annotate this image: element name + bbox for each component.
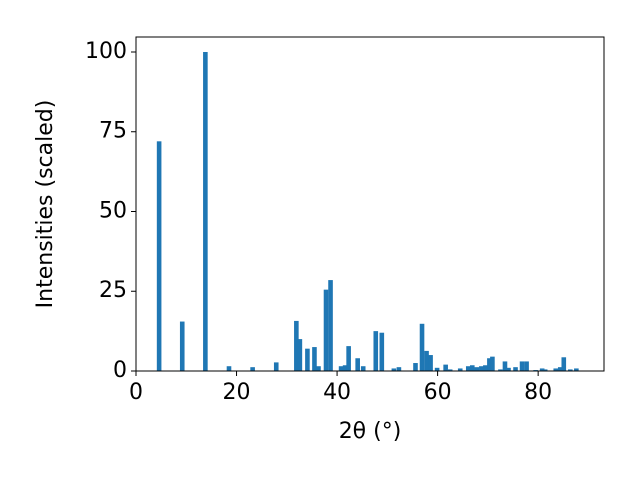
- bar: [561, 357, 567, 371]
- bar: [465, 366, 471, 371]
- x-tick-label: 40: [323, 380, 351, 405]
- bar: [413, 363, 418, 371]
- x-tick-label: 80: [524, 380, 552, 405]
- bar: [483, 365, 488, 371]
- bar: [338, 366, 344, 371]
- bar: [294, 320, 299, 371]
- bar: [323, 289, 329, 371]
- bar: [312, 347, 317, 371]
- bar: [487, 358, 492, 371]
- bar: [156, 141, 162, 371]
- bar: [203, 51, 208, 371]
- x-tick-label: 60: [424, 380, 452, 405]
- bar: [179, 321, 185, 371]
- y-tick-label: 25: [99, 278, 127, 303]
- bar: [328, 280, 333, 371]
- y-tick-label: 100: [85, 39, 127, 64]
- bar: [391, 368, 397, 371]
- bar: [568, 369, 573, 371]
- bar: [502, 361, 508, 371]
- bar: [226, 366, 232, 371]
- bar: [574, 368, 579, 371]
- bar: [342, 365, 348, 371]
- bar: [305, 348, 310, 371]
- bar: [316, 366, 321, 371]
- bar: [457, 368, 463, 371]
- bar: [273, 362, 279, 371]
- bar: [490, 356, 495, 371]
- bar: [360, 366, 366, 371]
- bar: [542, 369, 548, 371]
- plot-frame: [135, 36, 605, 372]
- bar: [250, 367, 255, 371]
- bar: [396, 367, 402, 371]
- bar: [355, 358, 360, 371]
- bar: [474, 367, 480, 371]
- y-axis-label: Intensities (scaled): [33, 100, 58, 309]
- bar: [524, 361, 529, 371]
- bar: [519, 361, 525, 371]
- x-tick-label: 20: [223, 380, 251, 405]
- bar: [379, 332, 385, 371]
- y-tick-label: 50: [99, 198, 127, 223]
- bar: [447, 369, 453, 371]
- bar: [539, 368, 545, 371]
- bar: [498, 369, 503, 371]
- bar: [443, 364, 448, 371]
- bar: [557, 367, 563, 371]
- bar: [469, 365, 475, 371]
- bar: [506, 367, 511, 371]
- bar: [479, 366, 484, 371]
- x-tick-label: 0: [129, 380, 143, 405]
- bar: [346, 346, 351, 371]
- bar: [434, 367, 440, 371]
- bar: [553, 368, 559, 371]
- bar: [424, 350, 429, 371]
- y-tick-label: 75: [99, 119, 127, 144]
- x-axis-label: 2θ (°): [339, 419, 402, 444]
- bar: [297, 339, 303, 371]
- bar: [419, 323, 425, 371]
- y-tick-label: 0: [113, 358, 127, 383]
- bar: [513, 367, 518, 371]
- bar: [373, 331, 379, 371]
- bar: [428, 355, 433, 371]
